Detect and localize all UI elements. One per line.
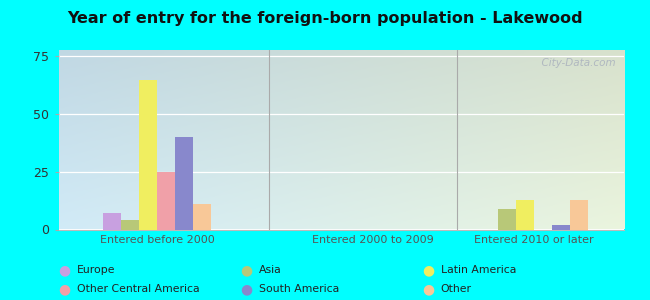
- Text: Europe: Europe: [77, 265, 115, 275]
- Text: ●: ●: [422, 263, 435, 277]
- Text: ●: ●: [240, 263, 253, 277]
- Bar: [103, 213, 122, 230]
- Bar: [516, 200, 534, 230]
- Text: Other Central America: Other Central America: [77, 284, 200, 295]
- Bar: [139, 80, 157, 230]
- Bar: [552, 225, 570, 230]
- Bar: [122, 220, 139, 230]
- Bar: [499, 209, 516, 230]
- Text: Latin America: Latin America: [441, 265, 516, 275]
- Text: ●: ●: [58, 263, 71, 277]
- Bar: [176, 137, 193, 230]
- Text: Asia: Asia: [259, 265, 281, 275]
- Text: ●: ●: [422, 283, 435, 296]
- Text: Year of entry for the foreign-born population - Lakewood: Year of entry for the foreign-born popul…: [67, 11, 583, 26]
- Bar: [157, 172, 176, 230]
- Text: ●: ●: [240, 283, 253, 296]
- Bar: [193, 204, 211, 230]
- Text: ●: ●: [58, 283, 71, 296]
- Text: City-Data.com: City-Data.com: [535, 58, 616, 68]
- Text: South America: South America: [259, 284, 339, 295]
- Text: Other: Other: [441, 284, 472, 295]
- Bar: [570, 200, 588, 230]
